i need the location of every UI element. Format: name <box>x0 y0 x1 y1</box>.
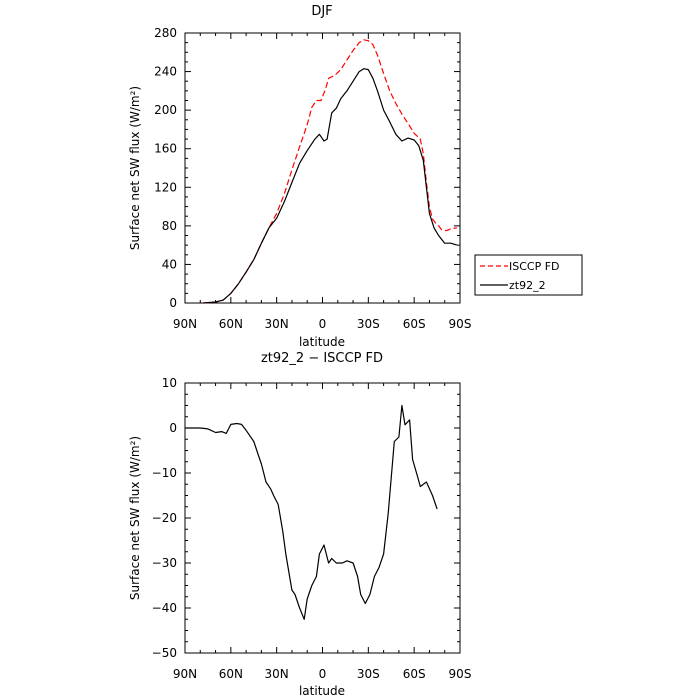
difference-panel: zt92_2 − ISCCP FD 90N 60N 30N 0 30S 60S 90S −50… <box>128 351 471 698</box>
x-tick-label: 30N <box>265 667 289 681</box>
x-axis-label: latitude <box>299 684 345 698</box>
x-tick-label: 30N <box>265 317 289 331</box>
x-tick-label: 90N <box>173 667 197 681</box>
y-tick-label: −40 <box>152 601 177 615</box>
x-axis-label: latitude <box>299 335 345 349</box>
y-tick-label: −10 <box>152 466 177 480</box>
y-tick-label: 120 <box>154 180 177 194</box>
plot-area: 90N 60N 30N 0 30S 60S 90S −50 −40 −30 −20 −10 0 10 <box>152 376 472 681</box>
y-axis-label: Surface net SW flux (W/m²) <box>128 436 142 600</box>
y-tick-label: 0 <box>169 421 177 435</box>
plot-area: 90N 60N 30N 0 30S 60S 90S 0 40 80 120 160 200 240 280 <box>154 26 471 331</box>
y-tick-label: 160 <box>154 142 177 156</box>
x-tick-label: 60N <box>219 667 243 681</box>
x-tick-label: 90N <box>173 317 197 331</box>
y-tick-label: −50 <box>152 646 177 660</box>
x-tick-label: 60S <box>403 667 426 681</box>
y-tick-label: 80 <box>162 219 177 233</box>
legend-box <box>474 254 583 296</box>
y-axis-label: Surface net SW flux (W/m²) <box>128 86 142 250</box>
legend-label-isccp: ISCCP FD <box>509 260 560 273</box>
panel-title: DJF <box>311 4 332 19</box>
y-tick-label: −30 <box>152 556 177 570</box>
x-tick-label: 0 <box>319 667 327 681</box>
panel-title: zt92_2 − ISCCP FD <box>261 351 383 366</box>
y-tick-label: 240 <box>154 65 177 79</box>
djf-flux-panel: DJF 90N 60N 30N 0 30S 60S 90S 0 40 80 120 160 200 240… <box>128 4 583 349</box>
y-tick-label: 40 <box>162 257 177 271</box>
y-tick-label: 0 <box>169 296 177 310</box>
x-tick-label: 90S <box>449 317 472 331</box>
y-tick-label: 10 <box>162 376 177 390</box>
x-tick-label: 30S <box>357 667 380 681</box>
legend: ISCCP FD zt92_2 <box>474 254 583 296</box>
x-tick-label: 60S <box>403 317 426 331</box>
x-tick-label: 30S <box>357 317 380 331</box>
series-line-0 <box>185 404 438 620</box>
legend-label-zt92: zt92_2 <box>509 279 546 292</box>
y-tick-label: 280 <box>154 26 177 40</box>
x-tick-label: 90S <box>449 667 472 681</box>
x-tick-label: 0 <box>319 317 327 331</box>
series-line-isccp-fd <box>203 39 457 304</box>
y-tick-label: −20 <box>152 511 177 525</box>
plot-frame <box>184 32 461 304</box>
plot-frame <box>184 382 461 654</box>
series-line-zt92-2 <box>203 68 458 304</box>
y-tick-label: 200 <box>154 103 177 117</box>
x-tick-label: 60N <box>219 317 243 331</box>
